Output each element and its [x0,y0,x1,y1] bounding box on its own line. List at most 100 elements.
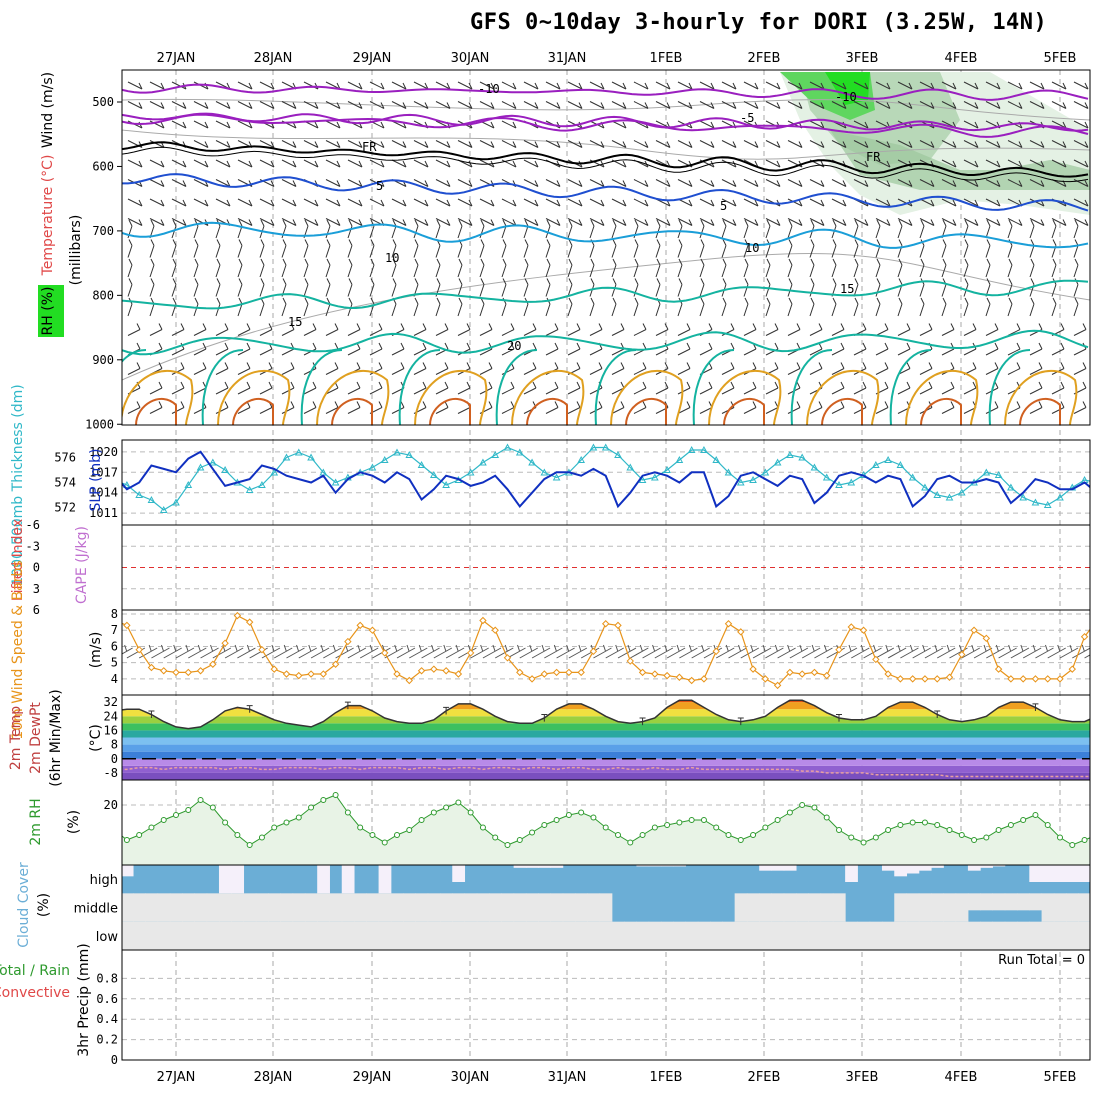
surface-wind-barb [666,644,686,659]
wind-barb [501,258,507,278]
rh-point [713,824,720,831]
convective-label: Convective [0,985,70,1001]
wind-barb [787,179,803,187]
surface-wind-barb [679,644,698,659]
wind-barb [1007,342,1021,356]
wind-barb [963,239,969,258]
wind-barb [809,140,825,148]
wind-barb [413,81,429,90]
wind-barb [281,362,295,375]
isotherm-minus10-upper [122,83,1089,101]
cloud-clear-gap [268,921,281,950]
wind-barb [171,278,177,297]
rh-point [664,822,671,828]
wind-barb [347,258,353,278]
wind-barb [633,218,649,226]
wind-barb [149,278,155,297]
thickness-point [908,473,917,481]
cloud-clear-gap [931,921,944,950]
panel-frame-precip [121,949,1091,1061]
rh-point [136,832,143,838]
cloud-clear-gap [648,921,662,950]
temp-clip-group [122,699,1090,780]
wind-barb [281,179,297,187]
wind-barb [633,381,647,395]
wind-speed-point [442,667,450,675]
wind-barb [853,101,869,109]
surface-wind-barb [900,644,919,659]
wind-speed-point [798,670,806,678]
surface-wind-barb [838,644,858,659]
rh-point [553,817,560,823]
minmax-bar [443,706,450,715]
cloud-clear-gap [796,921,809,950]
thickness-label: 1000-500mb Thickness (dm) [10,384,26,585]
wind-barb [765,381,779,395]
cloud-clear-gap [918,865,932,871]
wind-barb [611,81,627,90]
wind-barb [809,198,825,207]
contour-label: 20 [507,339,521,353]
wind-barb [281,381,295,395]
wind-barb [325,140,341,148]
rh-point [516,837,523,843]
surface-wind-barb [814,644,833,659]
cloud-clear-gap [157,921,171,950]
cloud-clear-gap [390,893,404,922]
wind-speed-point [651,670,659,678]
cloud-clear-gap [1066,921,1079,950]
cloud-clear-gap [648,865,662,867]
wind-barb [369,278,375,297]
lifted-clip-group [122,545,1090,590]
thickness-point [675,455,684,463]
wind-barb [611,297,617,317]
wind-barb [721,323,735,336]
surface-wind-barb [519,644,539,659]
surface-wind-barb [273,644,293,659]
isotherm-30-loop [1019,398,1061,425]
surface-wind-barb [507,644,526,659]
surface-wind-barb [752,644,772,659]
rh-point [479,824,486,831]
wind-barb [677,362,691,375]
wind-barb [1051,297,1057,317]
precip-tick-label: 0 [111,1053,118,1067]
wind-speed-point [908,675,917,683]
surface-wind-barb [200,644,219,659]
wind-barb [809,323,823,336]
rh-contour [122,253,1090,381]
wind-barb [413,323,427,336]
cloud-clear-gap [231,865,245,894]
wind-barb [1073,401,1087,414]
cloud-clear-gap [403,921,416,950]
wind-barb [963,258,969,278]
cloud-clear-gap [636,865,650,867]
wind-barb [721,218,737,226]
surface-wind-barb [1047,644,1066,659]
wind-barb [391,198,407,207]
wind-barb [545,219,551,239]
wind-barb [941,179,957,187]
temp-band [122,723,1090,731]
isotherm-30-loop [821,398,863,425]
wind-barb [215,101,231,109]
cloud-clear-gap [538,893,551,922]
wind-barb [897,219,903,239]
wind-barb [611,198,627,207]
wind-barb [1051,81,1067,90]
wind-barb [325,278,331,297]
cloud-clear-gap [771,893,785,922]
wind-barb [435,198,451,207]
surface-wind-barb [359,644,379,659]
wind-barb [215,179,231,187]
cloud-cover-label: Cloud Cover [16,862,32,948]
contour-label: 10 [745,241,759,255]
cloud-clear-gap [218,921,232,950]
cloud-clear-gap [427,921,441,950]
thickness-point [368,463,377,471]
thickness-point [282,453,291,461]
date-label-bottom: 5FEB [1044,1070,1077,1085]
wind-barb [611,239,617,258]
wind-barb [853,179,869,187]
cloud-clear-gap [550,921,564,950]
